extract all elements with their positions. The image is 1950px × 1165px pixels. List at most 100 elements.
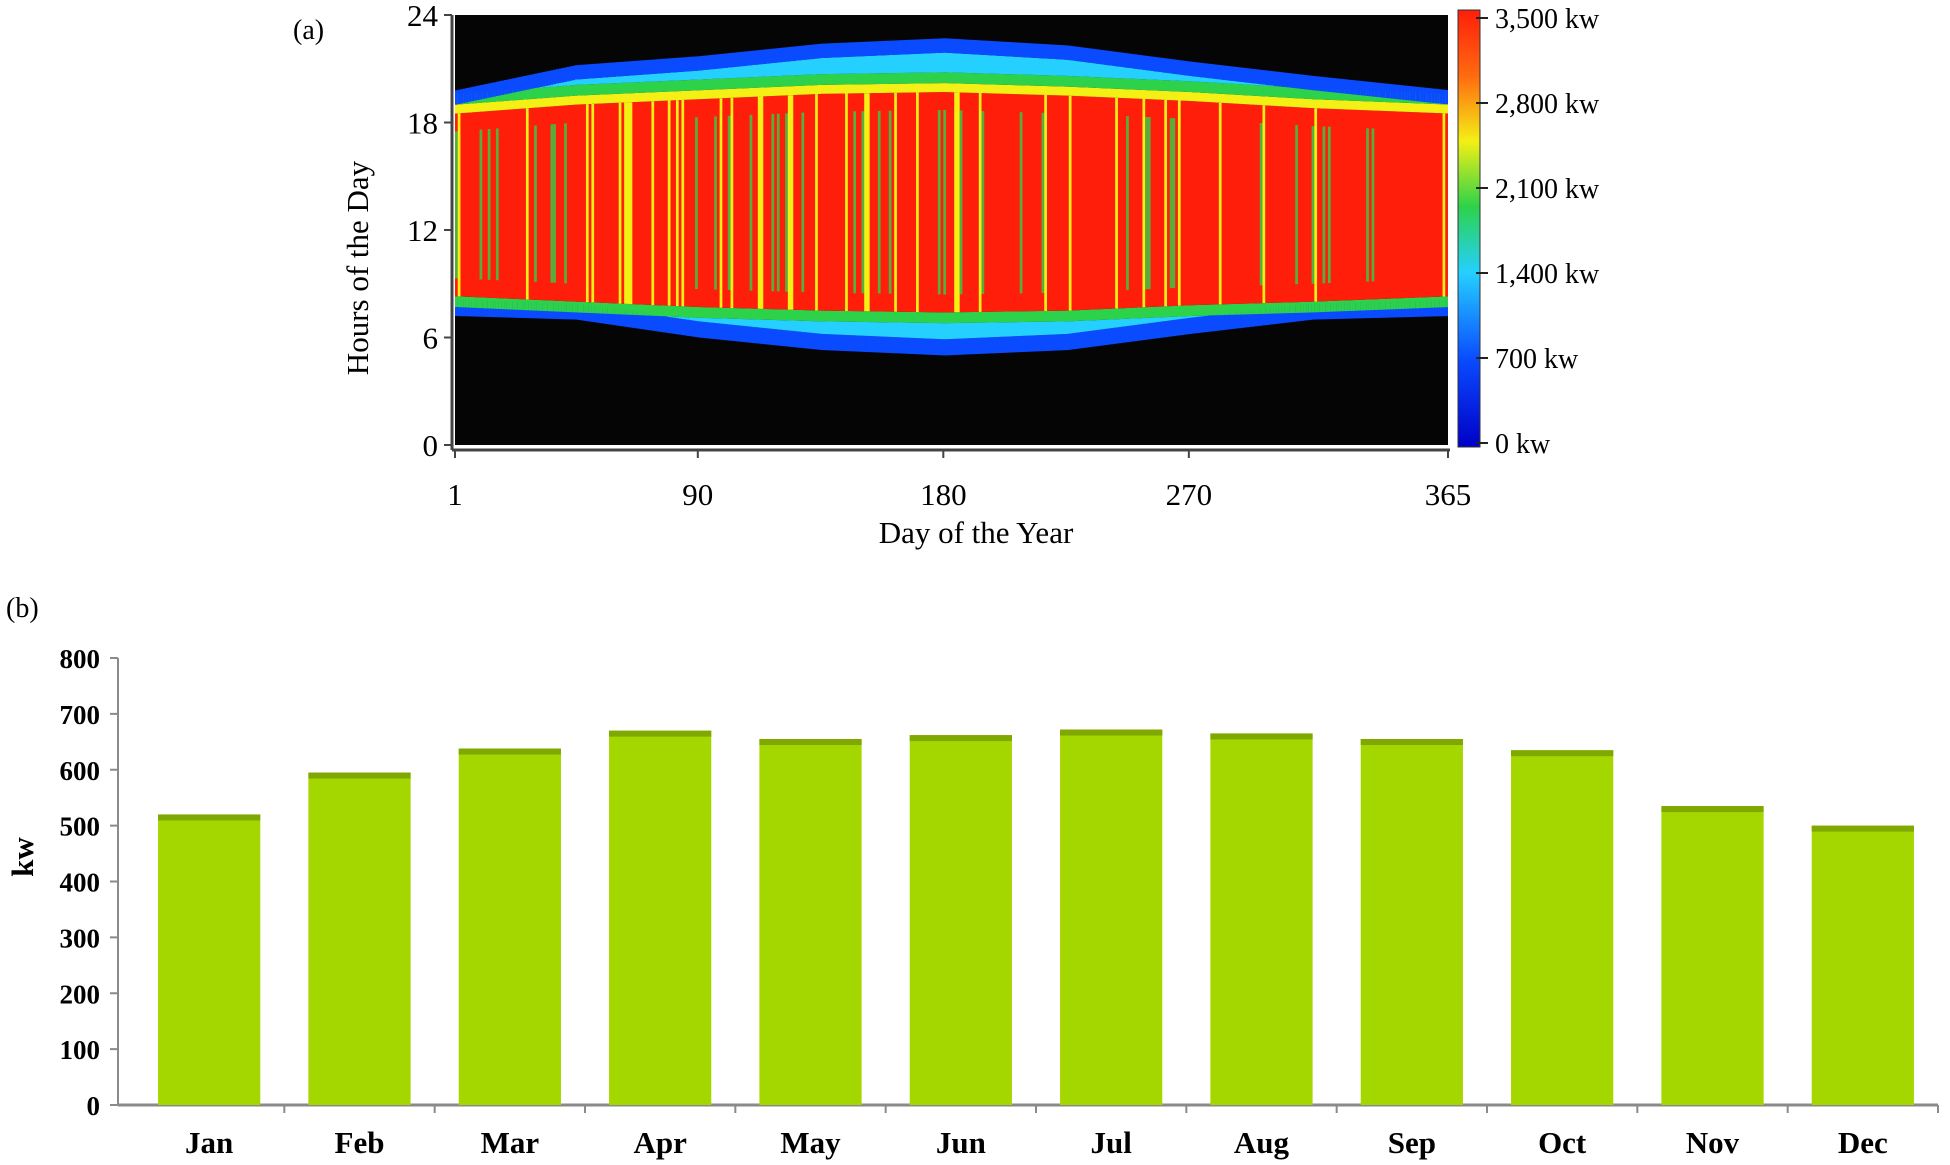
heatmap-cell — [899, 337, 903, 354]
heatmap-cell — [719, 78, 723, 90]
heatmap-cell — [1371, 128, 1375, 282]
heatmap-cell — [1366, 128, 1370, 282]
heatmap-day-column — [705, 55, 710, 339]
heatmap-cell — [741, 319, 745, 326]
heatmap-cell — [561, 68, 565, 83]
heatmap-cell — [1344, 109, 1348, 301]
heatmap-cell — [1106, 308, 1111, 320]
heatmap-cell — [1164, 99, 1168, 307]
heatmap-cell — [1300, 107, 1305, 302]
heatmap-cell — [1076, 46, 1081, 62]
heatmap-cell — [989, 73, 994, 85]
heatmap-cell — [705, 307, 710, 319]
heatmap-cell — [894, 73, 898, 84]
heatmap-cell — [1158, 99, 1163, 307]
heatmap-day-column — [735, 52, 740, 342]
heatmap-cell — [842, 310, 846, 322]
heatmap-cell — [1188, 316, 1193, 318]
heatmap-cell — [1085, 62, 1089, 77]
heatmap-cell — [490, 110, 494, 298]
heatmap-cell — [1150, 99, 1154, 307]
heatmap-cell — [888, 336, 893, 354]
heatmap-cell — [681, 90, 685, 100]
heatmap-cell — [1194, 305, 1198, 316]
heatmap-cell — [1229, 83, 1234, 95]
heatmap-cell — [487, 297, 492, 309]
heatmap-cell — [861, 111, 865, 294]
heatmap-cell — [866, 84, 871, 94]
heatmap-cell — [727, 78, 732, 89]
heatmap-cell — [1123, 52, 1127, 68]
heatmap-cell — [1019, 112, 1024, 294]
heatmap-cell — [588, 95, 593, 104]
heatmap-cell — [787, 309, 792, 321]
heatmap-day-column — [1347, 79, 1351, 319]
heatmap-cell — [986, 73, 991, 85]
heatmap-cell — [528, 88, 532, 100]
heatmap-cell — [599, 94, 603, 104]
heatmap-cell — [826, 74, 830, 85]
heatmap-cell — [836, 334, 841, 351]
heatmap-day-column — [910, 39, 914, 354]
heatmap-cell — [1289, 87, 1294, 98]
heatmap-cell — [648, 74, 653, 82]
heatmap-cell — [1262, 303, 1266, 314]
heatmap-cell — [1117, 66, 1122, 79]
bar-top-edge — [1511, 750, 1614, 757]
heatmap-cell — [580, 301, 584, 313]
heatmap-cell — [866, 311, 871, 323]
heatmap-cell — [1011, 56, 1015, 75]
heatmap-cell — [1265, 105, 1269, 304]
heatmap-cell — [1030, 74, 1034, 86]
heatmap-cell — [1046, 321, 1051, 335]
heatmap-cell — [1164, 90, 1168, 100]
heatmap-cell — [861, 84, 865, 94]
heatmap-cell — [596, 94, 601, 104]
heatmap-cell — [1115, 88, 1119, 98]
heatmap-cell — [1207, 63, 1212, 79]
heatmap-plot — [455, 15, 1451, 445]
heatmap-day-column — [894, 40, 898, 354]
heatmap-cell — [1287, 306, 1291, 323]
heatmap-cell — [1357, 299, 1362, 311]
heatmap-cell — [1030, 321, 1034, 336]
heatmap-cell — [686, 306, 691, 318]
heatmap-cell — [1172, 91, 1176, 101]
heatmap-cell — [670, 316, 674, 318]
heatmap-cell — [1068, 333, 1073, 350]
heatmap-cell — [1237, 84, 1242, 95]
heatmap-cell — [531, 74, 535, 89]
heatmap-cell — [525, 108, 530, 300]
heatmap-cell — [1227, 83, 1231, 95]
heatmap-cell — [1014, 56, 1018, 75]
heatmap-cell — [545, 300, 549, 312]
heatmap-day-column — [752, 50, 756, 344]
heatmap-day-column — [1254, 69, 1258, 327]
heatmap-cell — [1278, 307, 1283, 324]
bar — [1661, 806, 1764, 1105]
heatmap-cell — [613, 309, 617, 326]
heatmap-cell — [946, 312, 950, 324]
heatmap-cell — [705, 318, 710, 323]
heatmap-cell — [907, 72, 912, 84]
heatmap-cell — [695, 117, 699, 290]
heatmap-cell — [1167, 320, 1171, 337]
heatmap-cell — [1385, 111, 1389, 299]
heatmap-cell — [1448, 90, 1451, 104]
bar — [1511, 750, 1614, 1105]
bar-category-label: Mar — [481, 1125, 540, 1160]
heatmap-cell — [1167, 58, 1171, 74]
heatmap-cell — [785, 75, 789, 87]
heatmap-cell — [457, 296, 462, 308]
heatmap-cell — [779, 320, 783, 330]
heatmap-cell — [943, 38, 947, 53]
heatmap-cell — [610, 94, 614, 104]
heatmap-cell — [913, 39, 917, 54]
heatmap-cell — [771, 48, 775, 64]
heatmap-cell — [1221, 304, 1225, 316]
bar-y-axis-label: kw — [5, 837, 40, 877]
heatmap-cell — [1115, 327, 1119, 344]
heatmap-cell — [673, 91, 677, 101]
heatmap-cell — [577, 79, 582, 85]
